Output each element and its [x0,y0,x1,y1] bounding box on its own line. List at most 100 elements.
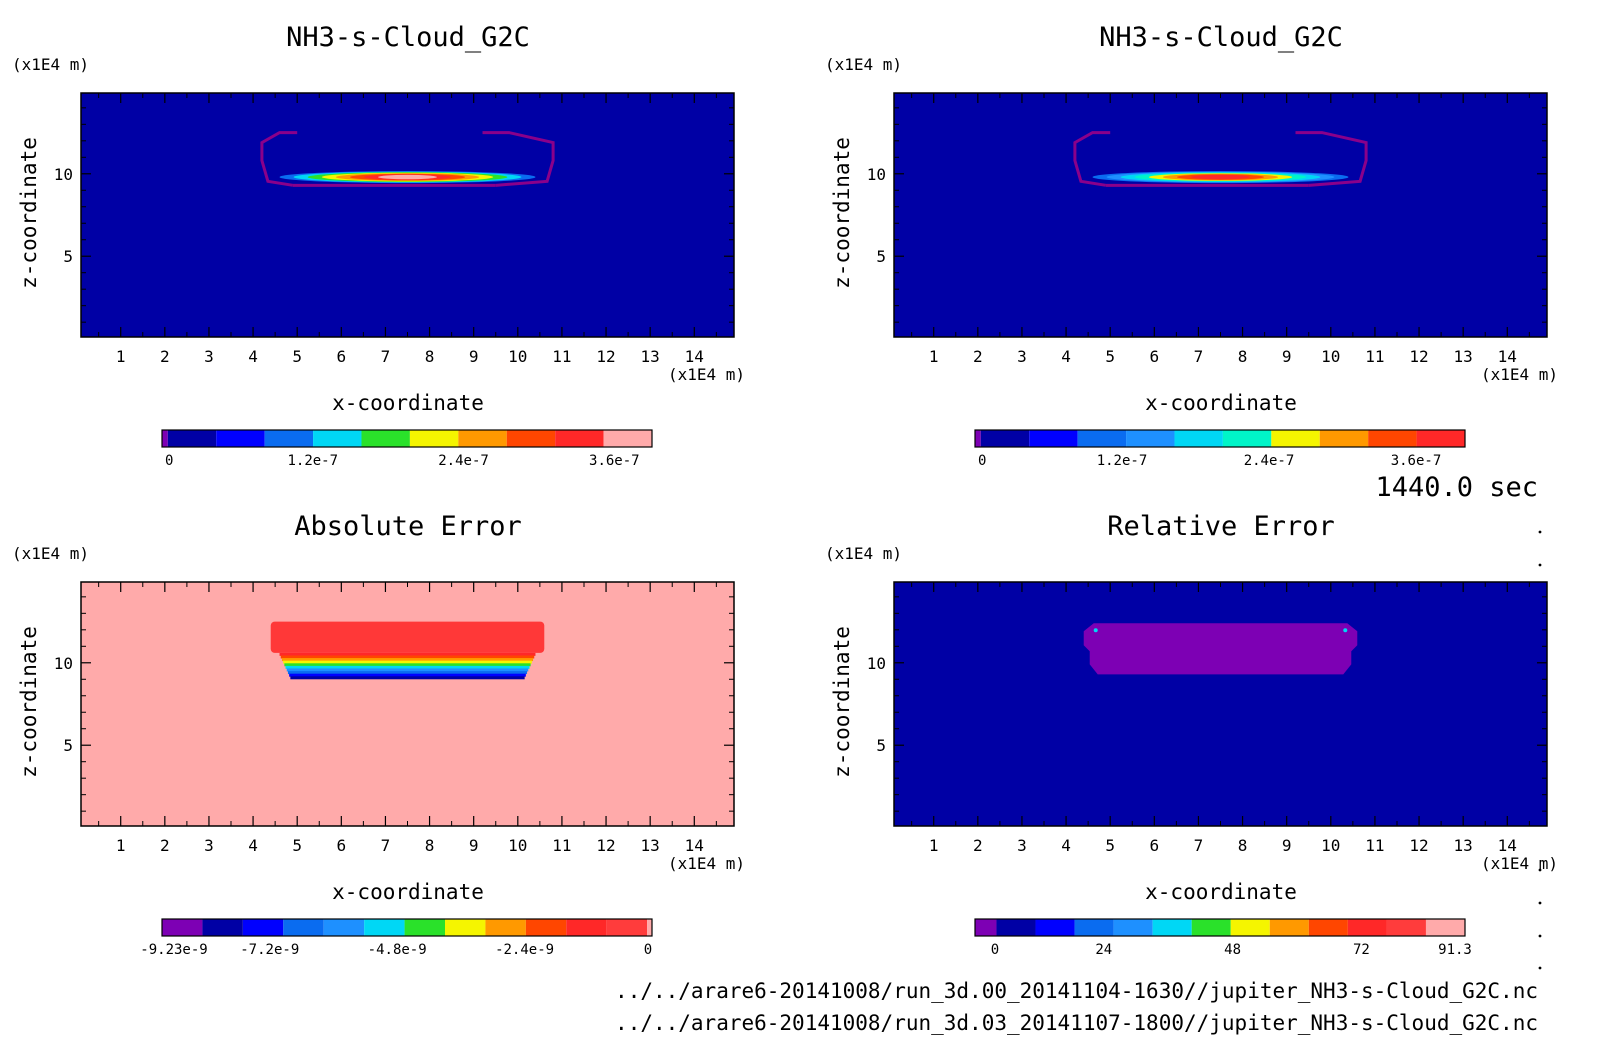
colorbar-swatch [1029,430,1078,447]
x-tick-label: 8 [1238,836,1248,855]
x-tick-label: 12 [1409,347,1428,366]
plot-area [894,93,1547,337]
colorbar-tick-label: 0 [644,942,652,958]
field-background [894,93,1547,337]
colorbar-swatch [1319,430,1369,447]
colorbar-frame [161,429,653,448]
colorbar-swatch [167,430,217,447]
x-tick-label: 9 [469,347,479,366]
field-background [81,93,734,337]
x-tick-label: 2 [973,836,983,855]
y-axis-label: z-coordinate [830,626,854,778]
colorbar-swatch [485,919,526,936]
x-tick-label: 8 [1238,347,1248,366]
y-unit-label: (x1E4 m) [12,544,89,563]
chart-panel: NH3-s-Cloud_G2C(x1E4 m)1 2 3 4 5 6 7 8 9 10 11 12 13… [12,22,745,469]
x-tick-label: 10 [1321,347,1340,366]
colorbar-tick-label: -7.2e-9 [240,942,299,958]
x-tick-label: 12 [1409,836,1428,855]
colorbar-swatch [409,430,459,447]
x-tick-label: 5 [292,347,302,366]
x-tick-label: 14 [1498,347,1517,366]
colorbar-swatch [364,919,405,936]
colorbar-tick-label: 2.4e-7 [438,453,489,469]
x-tick-label: 7 [381,836,391,855]
x-tick-label: 10 [1321,836,1340,855]
x-tick-label: 6 [1149,836,1159,855]
colorbar-swatch [525,919,567,936]
colorbar-swatch [1386,919,1426,936]
colorbar-swatch [162,430,168,447]
colorbar-swatch [1308,919,1348,936]
x-tick-label: 12 [596,836,615,855]
cloud-outline-left [1073,131,1111,187]
x-tick-label: 14 [1498,836,1517,855]
y-tick-label: 10 [867,654,886,673]
colorbar-swatch [242,919,284,936]
x-tick-label: 8 [425,836,435,855]
colorbar-tick-label: -2.4e-9 [495,942,554,958]
file-path-2: ../../arare6-20141008/run_3d.03_20141107… [615,1011,1538,1035]
x-axis-label: x-coordinate [332,391,484,415]
error-gradient-band [286,668,529,672]
x-tick-label: 4 [1061,347,1071,366]
colorbar-tick-label: 2.4e-7 [1244,453,1295,469]
x-tick-label: 13 [641,347,660,366]
x-unit-label: (x1E4 m) [668,854,745,873]
error-gradient-band [280,655,535,659]
colorbar-swatch [313,430,362,447]
x-tick-label: 7 [381,347,391,366]
colorbar: -9.23e-9 -7.2e-9 -4.8e-9 -2.4e-9 0 [140,918,653,958]
error-gradient-band [289,673,526,677]
y-unit-label: (x1E4 m) [825,55,902,74]
x-tick-label: 6 [336,347,346,366]
x-tick-label: 5 [292,836,302,855]
colorbar-swatch [1271,430,1320,447]
colorbar-tick-label: -4.8e-9 [368,942,427,958]
x-axis-label: x-coordinate [332,880,484,904]
x-tick-label: 2 [160,347,170,366]
x-tick-label: 1 [116,836,126,855]
x-tick-label: 7 [1194,836,1204,855]
x-tick-label: 12 [596,347,615,366]
colorbar-tick-label: 0 [991,942,999,958]
x-tick-label: 2 [160,836,170,855]
colorbar-swatch [555,430,604,447]
cloud-outline-right [1295,131,1368,187]
colorbar-tick-label: 72 [1353,942,1370,958]
x-tick-label: 13 [641,836,660,855]
colorbar-swatch [603,430,652,447]
x-tick-label: 6 [336,836,346,855]
colorbar-swatch [1425,919,1465,936]
x-tick-label: 9 [1282,347,1292,366]
cloud-contour [1191,174,1250,180]
chart-title: Relative Error [1107,511,1335,542]
y-tick-label: 5 [63,247,73,266]
colorbar-frame [974,918,1466,937]
x-tick-label: 11 [1365,347,1384,366]
x-tick-label: 8 [425,347,435,366]
x-axis-label: x-coordinate [1145,880,1297,904]
x-tick-label: 9 [469,836,479,855]
colorbar-swatch [975,919,997,936]
relative-error-region [1083,623,1358,675]
colorbar-tick-label: 91.3 [1438,942,1472,958]
colorbar-swatch [202,919,243,936]
relative-error-spot [1343,628,1348,633]
colorbar-swatch [458,430,507,447]
colorbar-swatch [162,919,203,936]
y-unit-label: (x1E4 m) [12,55,89,74]
colorbar-swatch [1416,430,1465,447]
y-tick-label: 10 [54,654,73,673]
colorbar-swatch [1077,430,1127,447]
colorbar-swatch [1035,919,1075,936]
colorbar-tick-label: 3.6e-7 [589,453,640,469]
colorbar-swatch [566,919,607,936]
x-unit-label: (x1E4 m) [1481,854,1558,873]
colorbar-swatch [1074,919,1114,936]
x-axis-label: x-coordinate [1145,391,1297,415]
x-tick-label: 3 [1017,836,1027,855]
error-gradient-band [285,665,530,669]
x-tick-label: 9 [1282,836,1292,855]
